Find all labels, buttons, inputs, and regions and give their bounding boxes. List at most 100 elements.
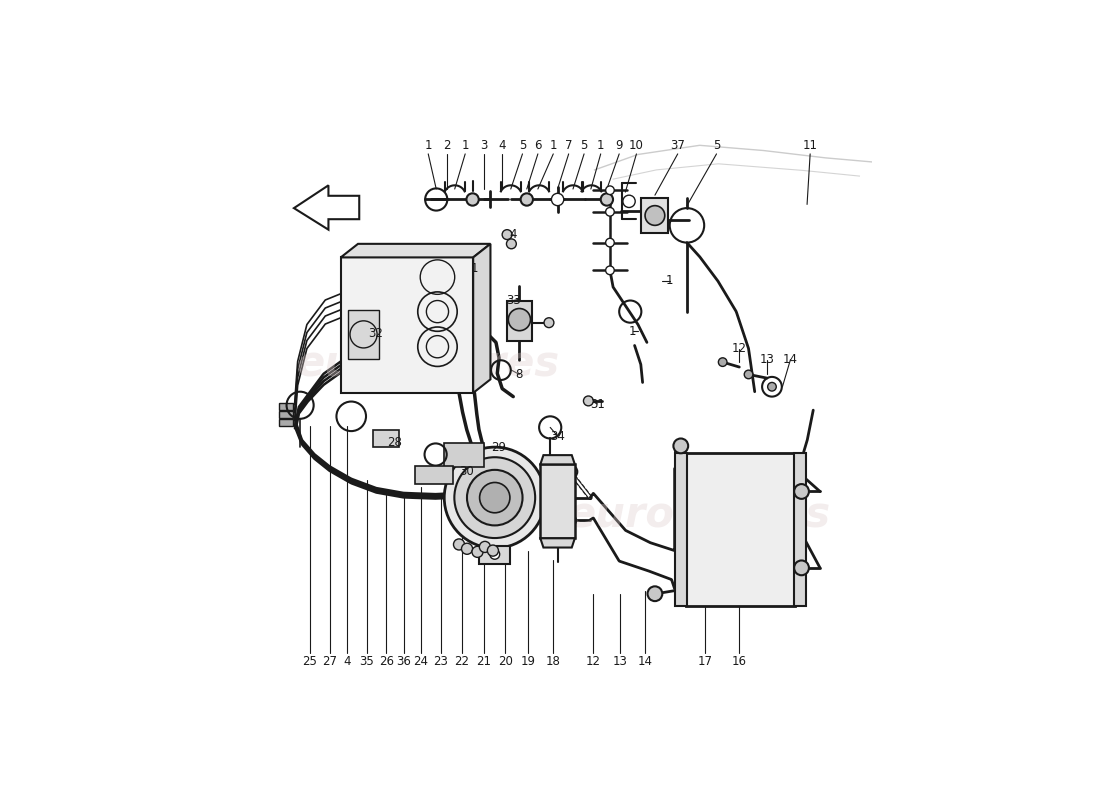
- Text: 29: 29: [492, 441, 507, 454]
- Circle shape: [768, 382, 777, 391]
- Circle shape: [565, 466, 578, 478]
- Bar: [674, 454, 686, 606]
- Circle shape: [480, 482, 510, 513]
- Text: 36: 36: [396, 655, 411, 668]
- Circle shape: [648, 586, 662, 601]
- Text: 1: 1: [629, 325, 637, 338]
- Circle shape: [453, 539, 464, 550]
- Text: 25: 25: [302, 655, 318, 668]
- Circle shape: [490, 550, 499, 559]
- Bar: [348, 310, 378, 359]
- Text: 1: 1: [550, 138, 557, 152]
- Text: 6: 6: [535, 138, 541, 152]
- Circle shape: [794, 484, 808, 499]
- Text: 14: 14: [783, 353, 798, 366]
- Circle shape: [454, 458, 536, 538]
- Text: 33: 33: [506, 294, 520, 307]
- Text: 23: 23: [433, 655, 448, 668]
- Bar: [794, 454, 806, 606]
- Text: 12: 12: [732, 342, 747, 355]
- Text: 13: 13: [613, 655, 628, 668]
- Circle shape: [508, 309, 530, 330]
- Text: 3: 3: [480, 138, 487, 152]
- Circle shape: [673, 438, 689, 454]
- Text: 20: 20: [498, 655, 513, 668]
- Circle shape: [544, 318, 554, 328]
- Circle shape: [606, 266, 614, 274]
- Text: 35: 35: [360, 655, 374, 668]
- Circle shape: [583, 396, 593, 406]
- Circle shape: [745, 370, 752, 378]
- Text: 12: 12: [586, 655, 601, 668]
- Text: 10: 10: [629, 138, 644, 152]
- Circle shape: [468, 470, 522, 526]
- Text: 34: 34: [550, 430, 565, 442]
- Text: 1: 1: [461, 138, 469, 152]
- Text: 27: 27: [322, 655, 338, 668]
- Circle shape: [606, 238, 614, 247]
- Circle shape: [480, 542, 491, 553]
- Polygon shape: [540, 538, 575, 547]
- Text: 14: 14: [638, 655, 652, 668]
- Text: 26: 26: [378, 655, 394, 668]
- Text: 31: 31: [591, 398, 605, 410]
- Circle shape: [487, 545, 498, 556]
- Text: 22: 22: [454, 655, 470, 668]
- Text: 18: 18: [546, 655, 560, 668]
- Bar: [279, 411, 293, 418]
- Circle shape: [502, 230, 512, 239]
- Text: 1: 1: [425, 138, 432, 152]
- Text: 37: 37: [670, 138, 685, 152]
- Bar: [685, 454, 795, 606]
- Text: 13: 13: [760, 353, 774, 366]
- Text: 24: 24: [414, 655, 428, 668]
- Text: 5: 5: [713, 138, 721, 152]
- Text: 4: 4: [498, 138, 506, 152]
- Text: 5: 5: [519, 138, 526, 152]
- Circle shape: [601, 194, 613, 206]
- Text: 1: 1: [666, 274, 673, 287]
- Text: 1: 1: [471, 262, 478, 275]
- Circle shape: [645, 206, 664, 226]
- Bar: [443, 443, 484, 467]
- Bar: [373, 430, 398, 447]
- Text: eurospares: eurospares: [297, 343, 560, 385]
- Bar: [641, 198, 669, 233]
- Circle shape: [462, 543, 473, 554]
- Text: 2: 2: [443, 138, 451, 152]
- Circle shape: [506, 239, 516, 249]
- Circle shape: [563, 514, 576, 526]
- Text: 16: 16: [732, 655, 747, 668]
- Bar: [279, 419, 293, 426]
- Bar: [341, 258, 473, 393]
- Circle shape: [551, 194, 563, 206]
- Bar: [279, 403, 293, 410]
- Circle shape: [718, 358, 727, 366]
- Polygon shape: [540, 455, 575, 464]
- Bar: [480, 546, 510, 563]
- Bar: [507, 301, 531, 341]
- Circle shape: [606, 207, 614, 216]
- Text: 1: 1: [597, 138, 605, 152]
- Text: 19: 19: [520, 655, 536, 668]
- Text: 4: 4: [343, 655, 351, 668]
- Polygon shape: [473, 244, 491, 393]
- Text: 28: 28: [387, 436, 402, 449]
- Bar: [415, 466, 453, 484]
- Circle shape: [444, 447, 546, 548]
- Text: 8: 8: [516, 368, 524, 381]
- Circle shape: [520, 194, 532, 206]
- Circle shape: [466, 194, 478, 206]
- Polygon shape: [341, 244, 491, 258]
- Text: 7: 7: [565, 138, 572, 152]
- Text: 4: 4: [509, 228, 517, 241]
- Text: 21: 21: [476, 655, 492, 668]
- Polygon shape: [294, 186, 360, 230]
- Text: eurospares: eurospares: [568, 494, 830, 536]
- Circle shape: [606, 186, 614, 194]
- Text: 30: 30: [459, 466, 474, 478]
- Text: 11: 11: [803, 138, 817, 152]
- Text: 5: 5: [581, 138, 587, 152]
- Text: 17: 17: [697, 655, 713, 668]
- Text: 9: 9: [615, 138, 623, 152]
